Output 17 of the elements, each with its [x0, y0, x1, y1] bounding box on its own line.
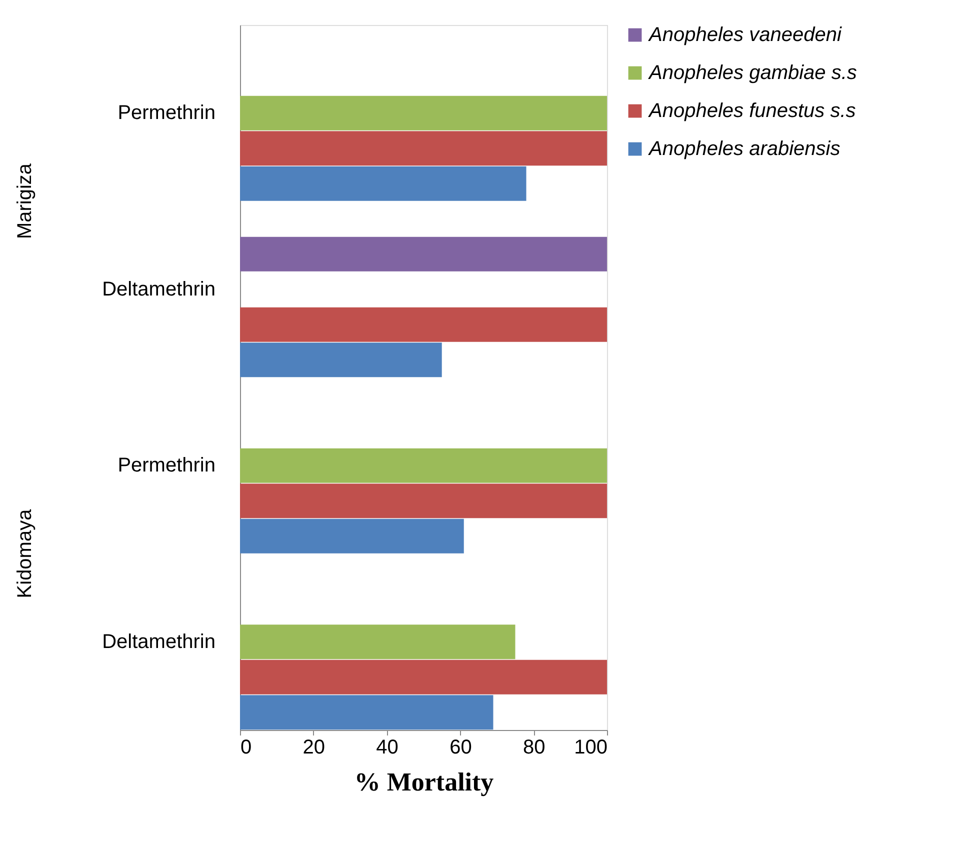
- legend-label: Anopheles arabiensis: [648, 138, 840, 160]
- y-tick-label: Permethrin: [118, 102, 216, 124]
- x-tick-label: 100: [574, 736, 608, 758]
- x-tick-label: 80: [522, 736, 546, 758]
- x-tick-label: 20: [302, 736, 326, 758]
- y-tick-label: Permethrin: [118, 454, 216, 477]
- text: Kidomaya: [14, 508, 36, 598]
- y-tick-label: Deltamethrin: [102, 630, 216, 653]
- x-tick-label: 40: [376, 736, 398, 758]
- legend-label: Anopheles vaneedeni: [648, 24, 842, 46]
- x-tick-label: 0: [240, 736, 252, 758]
- legend-label: Anopheles gambiae s.s: [648, 62, 857, 84]
- legend-label: Anopheles funestus s.s: [648, 100, 856, 122]
- x-axis-title: % Mortality: [354, 768, 494, 796]
- text: Marigiza: [14, 162, 36, 240]
- y-tick-label: Deltamethrin: [102, 278, 216, 300]
- x-tick-label: 60: [450, 736, 472, 758]
